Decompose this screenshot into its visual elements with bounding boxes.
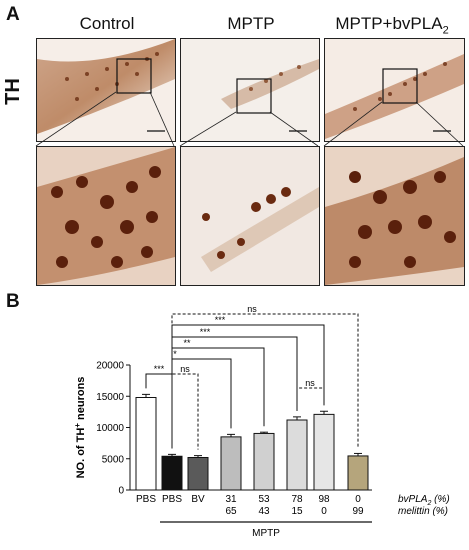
bar: [161, 455, 183, 491]
y-axis-label-tail: neurons: [75, 377, 87, 423]
significance-label: ***: [154, 364, 165, 374]
x-tick-label-row2: 99: [352, 506, 364, 517]
significance-label: ns: [180, 364, 190, 374]
column-header-main: MPTP: [227, 14, 275, 33]
x-tick-label: 31: [225, 494, 237, 505]
y-tick-label: 15000: [96, 392, 124, 403]
x-tick-label: BV: [191, 494, 205, 505]
zoom-connectors: [35, 91, 464, 147]
significance-label: ***: [200, 327, 211, 337]
y-tick-label: 20000: [96, 361, 124, 372]
y-axis-label: NO. of TH+ neurons: [73, 377, 87, 479]
column-header-mptp: MPTP: [176, 14, 326, 34]
x-tick-label: 78: [291, 494, 303, 505]
bar: [313, 413, 335, 491]
x-tick-label-row2: 0: [321, 506, 327, 517]
y-tick-label: 10000: [96, 423, 124, 434]
significance-label: *: [173, 349, 177, 359]
x-tick-label: PBS: [162, 494, 182, 505]
micrograph-control-low: [36, 38, 176, 142]
bar: [253, 432, 275, 491]
bvpla2-row-label: bvPLA2 (%): [398, 494, 450, 507]
column-header-control: Control: [32, 14, 182, 34]
significance-bracket: [171, 313, 359, 449]
bar: [347, 455, 369, 491]
column-header-main: MPTP+bvPLA: [335, 14, 443, 33]
y-tick-label: 0: [118, 486, 124, 497]
micrograph-mptp-low: [180, 38, 320, 142]
significance-label: ns: [247, 304, 257, 314]
x-tick-label: 98: [318, 494, 330, 505]
column-header-main: Control: [79, 14, 135, 33]
significance-bracket: [171, 336, 298, 449]
bvpla2-row-label-main: bvPLA: [398, 494, 428, 505]
significance-bracket: [171, 373, 199, 450]
x-tick-label: 53: [258, 494, 270, 505]
mptp-group-label: MPTP: [252, 528, 280, 539]
bar: [135, 397, 157, 491]
y-axis-label-superscript: +: [73, 423, 82, 428]
x-tick-label: 0: [355, 494, 361, 505]
micrograph-mptp-bvpla2-low: [324, 38, 465, 142]
y-tick-label: 5000: [102, 454, 125, 465]
bar: [220, 436, 242, 491]
significance-label: ***: [215, 315, 226, 325]
x-tick-label: PBS: [136, 494, 156, 505]
panel-b-letter: B: [6, 291, 20, 312]
bvpla2-row-label-subscript: 2: [426, 500, 431, 507]
bar: [286, 419, 308, 491]
column-header-subscript: 2: [442, 24, 449, 37]
micrograph-control-zoom: [36, 146, 176, 286]
significance-label: ns: [305, 378, 315, 388]
x-tick-label-row2: 65: [225, 506, 237, 517]
significance-label: **: [183, 338, 191, 348]
micrograph-mptp-zoom: [180, 146, 320, 286]
significance-bracket: [296, 387, 325, 411]
bar: [187, 457, 209, 491]
column-header-mptp-bvpla2: MPTP+bvPLA2: [317, 14, 467, 36]
micrograph-mptp-bvpla2-zoom: [324, 146, 465, 286]
melittin-row-label: melittin (%): [398, 506, 448, 517]
x-tick-label-row2: 15: [291, 506, 303, 517]
y-axis-label-main: NO. of TH: [75, 428, 87, 479]
x-tick-label-row2: 43: [258, 506, 270, 517]
bvpla2-row-label-tail: (%): [431, 494, 449, 505]
bar-chart: 0 5000 10000 15000 20000 NO. of TH+ neurons PB…: [73, 304, 450, 539]
panel-a-letter: A: [6, 4, 20, 25]
